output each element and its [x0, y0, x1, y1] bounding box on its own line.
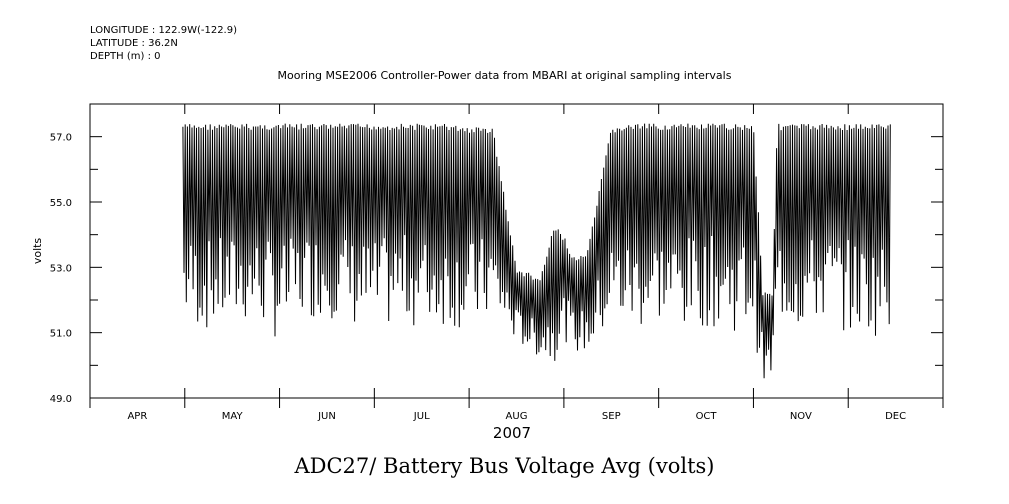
chart-title: Mooring MSE2006 Controller-Power data fr…	[277, 69, 732, 82]
x-tick-label: AUG	[506, 411, 528, 422]
longitude-label: LONGITUDE : 122.9W(-122.9)	[90, 25, 237, 36]
x-tick-labels: APR MAY JUN JUL AUG SEP OCT NOV DEC	[127, 411, 906, 422]
voltage-series-line	[182, 123, 891, 379]
latitude-label: LATITUDE : 36.2N	[90, 38, 178, 49]
x-tick-label: OCT	[696, 411, 718, 422]
x-tick-label: SEP	[602, 411, 621, 422]
x-tick-label: JUN	[317, 411, 336, 422]
y-tick-label: 55.0	[50, 198, 72, 209]
y-tick-label: 57.0	[50, 133, 72, 144]
x-tick-label: APR	[127, 411, 147, 422]
y-axis-label: volts	[31, 238, 44, 265]
x-tick-label: DEC	[885, 411, 906, 422]
x-axis-year-label: 2007	[493, 424, 531, 442]
depth-label: DEPTH (m) : 0	[90, 51, 161, 62]
axis-ticks	[89, 103, 944, 408]
x-tick-label: NOV	[790, 411, 812, 422]
x-tick-label: MAY	[222, 411, 244, 422]
y-tick-label: 49.0	[50, 394, 72, 405]
y-tick-label: 51.0	[50, 329, 72, 340]
y-tick-labels: 49.0 51.0 53.0 55.0 57.0	[50, 133, 72, 405]
x-tick-label: JUL	[413, 411, 430, 422]
plot-frame	[89, 103, 944, 399]
series-lines	[182, 123, 891, 379]
variable-title: ADC27/ Battery Bus Voltage Avg (volts)	[294, 454, 715, 478]
y-tick-label: 53.0	[50, 263, 72, 274]
